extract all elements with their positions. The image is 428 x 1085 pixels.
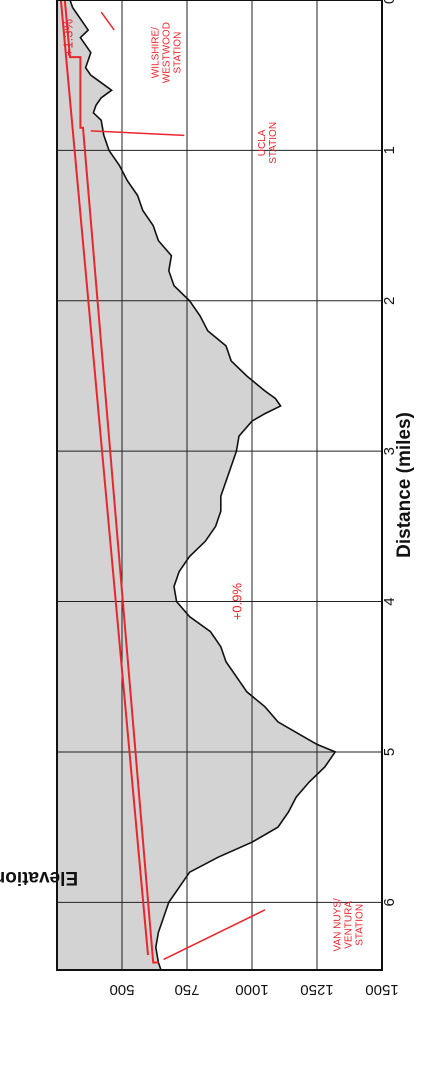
- annotation-text: STATION: [268, 122, 279, 164]
- y-tick-label: 1000: [235, 981, 268, 998]
- annotation-leader-lines: [90, 11, 266, 961]
- terrain-outline: [69, 0, 337, 971]
- annotation-text: WESTWOOD: [161, 22, 172, 83]
- annotation-text: VENTURA: [343, 901, 354, 949]
- grid-lines: [57, 0, 382, 970]
- x-tick-label: 0: [381, 0, 398, 4]
- x-tick-label: 6: [381, 898, 398, 906]
- plot-frame: [56, 0, 383, 971]
- y-axis-title: Elevation (feet): [0, 867, 78, 888]
- route-profile-line: [59, 0, 149, 956]
- y-tick-label: 500: [109, 981, 134, 998]
- x-tick-label: 1: [381, 146, 398, 154]
- y-tick-label: 1500: [365, 981, 398, 998]
- route-profiles: [59, 0, 159, 964]
- x-tick-labels: 0 1 2 3 4 5 6: [381, 0, 398, 906]
- annotation-grade-13: +1.3%: [61, 19, 76, 57]
- annotation-text: UCLA: [257, 129, 268, 156]
- leader-line: [163, 909, 266, 961]
- annotation-wilshire: WILSHIRE/WESTWOOD STATION: [150, 22, 183, 83]
- x-tick-label: 5: [381, 748, 398, 756]
- route-profile-line: [63, 0, 159, 964]
- leader-line: [100, 11, 115, 31]
- annotation-grade-09: +0.9%: [230, 583, 245, 621]
- y-tick-label: 1250: [300, 981, 333, 998]
- plot-area: [56, 0, 383, 971]
- y-tick-label: 750: [174, 981, 199, 998]
- annotation-text: WILSHIRE/: [150, 27, 161, 78]
- x-tick-label: 2: [381, 297, 398, 305]
- leader-line: [90, 130, 185, 137]
- annotation-text: +0.9%: [230, 583, 245, 621]
- annotation-ucla: UCLA STATION: [257, 122, 279, 164]
- annotation-text: STATION: [354, 904, 365, 946]
- x-tick-label: 4: [381, 597, 398, 605]
- annotation-text: VAN NUYS/: [332, 898, 343, 951]
- annotation-vannuys: VAN NUYS/VENTURA STATION: [332, 898, 365, 951]
- annotation-text: STATION: [172, 32, 183, 74]
- x-tick-label: 3: [381, 447, 398, 455]
- y-tick-labels: 500 750 1000 1250 1500: [109, 981, 398, 998]
- annotation-text: +1.3%: [61, 19, 76, 57]
- x-axis-title: Distance (miles): [394, 412, 415, 558]
